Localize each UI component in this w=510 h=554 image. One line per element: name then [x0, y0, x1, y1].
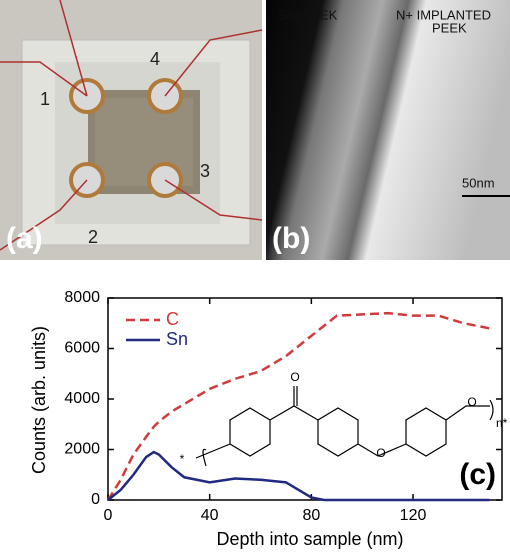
data-line	[108, 452, 489, 500]
x-tick-label: 0	[104, 507, 113, 524]
scale-bar-label: 50nm	[462, 175, 495, 190]
atom-label: *	[503, 416, 508, 430]
atom-label: *	[180, 452, 185, 466]
atom-label: O	[376, 446, 385, 460]
x-tick-label: 80	[302, 507, 320, 524]
x-axis-label: Depth into sample (nm)	[216, 529, 403, 549]
region-label: Sn&PEEK	[278, 7, 338, 22]
panel-label: (c)	[459, 458, 496, 491]
legend-label: C	[166, 309, 179, 329]
panel-label: (b)	[272, 222, 310, 255]
y-tick-label: 6000	[64, 340, 100, 357]
molecule: O O O n * *	[180, 370, 508, 466]
x-tick-label: 40	[201, 507, 219, 524]
panel-label: (a)	[6, 222, 43, 255]
chart: Depth into sample (nm) Counts (arb. unit…	[29, 289, 508, 549]
y-tick-label: 2000	[64, 441, 100, 458]
figure: 1 2 3 4 (a) Sn&PEEK N+ IMPLANTED PEEK 50…	[0, 0, 510, 554]
y-axis-label: Counts (arb. units)	[29, 326, 49, 474]
y-tick-label: 4000	[64, 390, 100, 407]
contact-label: 1	[40, 89, 50, 109]
contact-label: 4	[150, 49, 160, 69]
photo-b: Sn&PEEK N+ IMPLANTED PEEK 50nm (b)	[266, 0, 510, 260]
atom-label: O	[467, 395, 476, 409]
atom-label: O	[290, 370, 299, 384]
photo-a: 1 2 3 4 (a)	[0, 0, 262, 260]
region-label: PEEK	[432, 20, 467, 35]
contact-label: 2	[88, 227, 98, 247]
contact-label: 3	[200, 161, 210, 181]
y-tick-label: 0	[91, 491, 100, 508]
x-tick-label: 120	[400, 507, 427, 524]
y-tick-label: 8000	[64, 289, 100, 306]
legend-label: Sn	[166, 329, 188, 349]
